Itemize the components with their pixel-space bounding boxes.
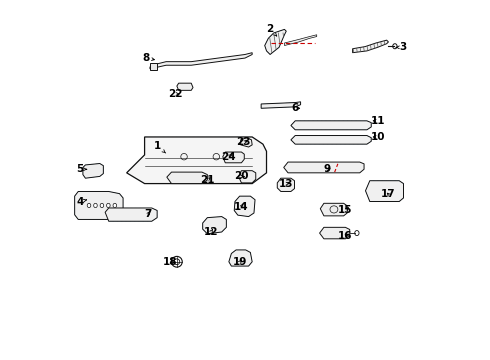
Text: 19: 19 (232, 257, 247, 267)
Ellipse shape (100, 203, 104, 208)
Text: 22: 22 (168, 89, 182, 99)
Polygon shape (265, 30, 286, 54)
Polygon shape (177, 83, 193, 90)
Polygon shape (319, 227, 350, 239)
Polygon shape (126, 137, 267, 184)
Polygon shape (150, 63, 157, 69)
Ellipse shape (113, 203, 117, 208)
Polygon shape (239, 171, 256, 183)
Ellipse shape (94, 203, 97, 208)
Polygon shape (126, 137, 267, 184)
Polygon shape (105, 208, 157, 221)
Polygon shape (234, 196, 255, 217)
Text: 23: 23 (236, 138, 250, 147)
Polygon shape (366, 181, 403, 202)
Polygon shape (291, 121, 371, 130)
Polygon shape (284, 162, 364, 173)
Text: 7: 7 (145, 209, 152, 219)
Polygon shape (261, 102, 300, 108)
Text: 14: 14 (234, 202, 249, 212)
Text: 3: 3 (396, 42, 406, 52)
Text: 20: 20 (234, 171, 248, 181)
Text: 21: 21 (200, 175, 215, 185)
Polygon shape (150, 53, 252, 69)
Polygon shape (83, 163, 103, 178)
Text: 1: 1 (153, 141, 166, 153)
Polygon shape (83, 163, 103, 178)
Polygon shape (277, 178, 294, 192)
Polygon shape (366, 181, 403, 202)
Polygon shape (291, 121, 371, 130)
Polygon shape (167, 172, 207, 184)
Polygon shape (229, 250, 252, 266)
Polygon shape (167, 172, 207, 184)
Polygon shape (203, 217, 226, 234)
Text: 12: 12 (204, 227, 218, 237)
Polygon shape (234, 196, 255, 217)
Text: 6: 6 (292, 103, 300, 113)
Text: 24: 24 (221, 152, 236, 162)
Polygon shape (265, 30, 286, 54)
Polygon shape (229, 250, 252, 266)
Text: 18: 18 (163, 257, 177, 267)
Polygon shape (74, 192, 123, 220)
Text: 9: 9 (324, 164, 331, 174)
Text: 10: 10 (370, 132, 385, 142)
Text: 17: 17 (381, 189, 396, 199)
Text: 11: 11 (370, 116, 385, 126)
Text: 2: 2 (267, 24, 277, 36)
Polygon shape (105, 208, 157, 221)
Polygon shape (241, 138, 252, 147)
Polygon shape (74, 192, 123, 220)
Text: 13: 13 (279, 179, 294, 189)
Text: 15: 15 (338, 206, 353, 216)
Polygon shape (223, 152, 245, 163)
Polygon shape (261, 102, 300, 108)
Polygon shape (320, 203, 347, 216)
Text: 16: 16 (338, 231, 353, 240)
Polygon shape (285, 35, 317, 45)
Ellipse shape (107, 203, 110, 208)
Polygon shape (291, 135, 371, 144)
Polygon shape (203, 217, 226, 234)
Text: 5: 5 (76, 164, 87, 174)
Polygon shape (353, 40, 389, 53)
Text: 8: 8 (143, 53, 154, 63)
Ellipse shape (87, 203, 91, 208)
Polygon shape (291, 135, 371, 144)
Text: 4: 4 (76, 197, 87, 207)
